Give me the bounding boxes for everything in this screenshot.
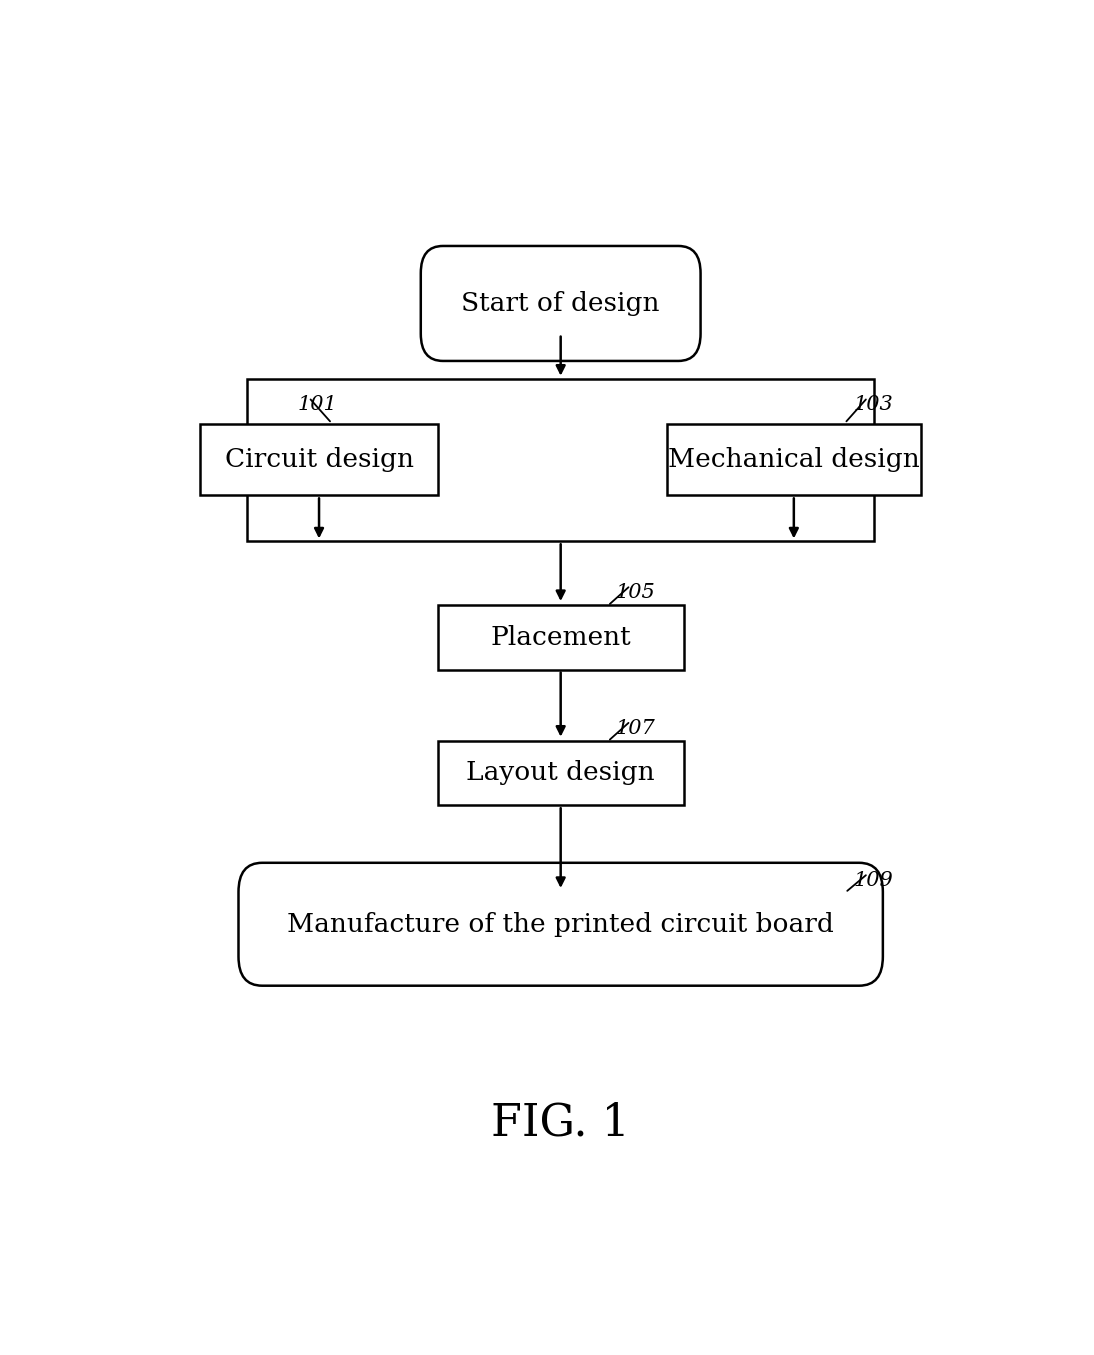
- Text: Start of design: Start of design: [462, 291, 660, 316]
- FancyBboxPatch shape: [421, 247, 700, 360]
- Text: 109: 109: [853, 871, 893, 890]
- FancyBboxPatch shape: [200, 424, 438, 496]
- FancyBboxPatch shape: [666, 424, 921, 496]
- FancyBboxPatch shape: [438, 604, 684, 669]
- Text: Circuit design: Circuit design: [224, 447, 414, 473]
- Text: 107: 107: [616, 718, 655, 737]
- Text: 101: 101: [298, 396, 338, 415]
- FancyBboxPatch shape: [438, 741, 684, 805]
- FancyBboxPatch shape: [238, 863, 883, 985]
- FancyBboxPatch shape: [247, 379, 874, 541]
- Text: Placement: Placement: [490, 625, 631, 650]
- Text: Manufacture of the printed circuit board: Manufacture of the printed circuit board: [288, 912, 834, 936]
- Text: 105: 105: [616, 583, 655, 602]
- Text: Mechanical design: Mechanical design: [668, 447, 920, 473]
- Text: 103: 103: [853, 396, 893, 415]
- Text: FIG. 1: FIG. 1: [491, 1100, 630, 1144]
- Text: Layout design: Layout design: [466, 760, 655, 786]
